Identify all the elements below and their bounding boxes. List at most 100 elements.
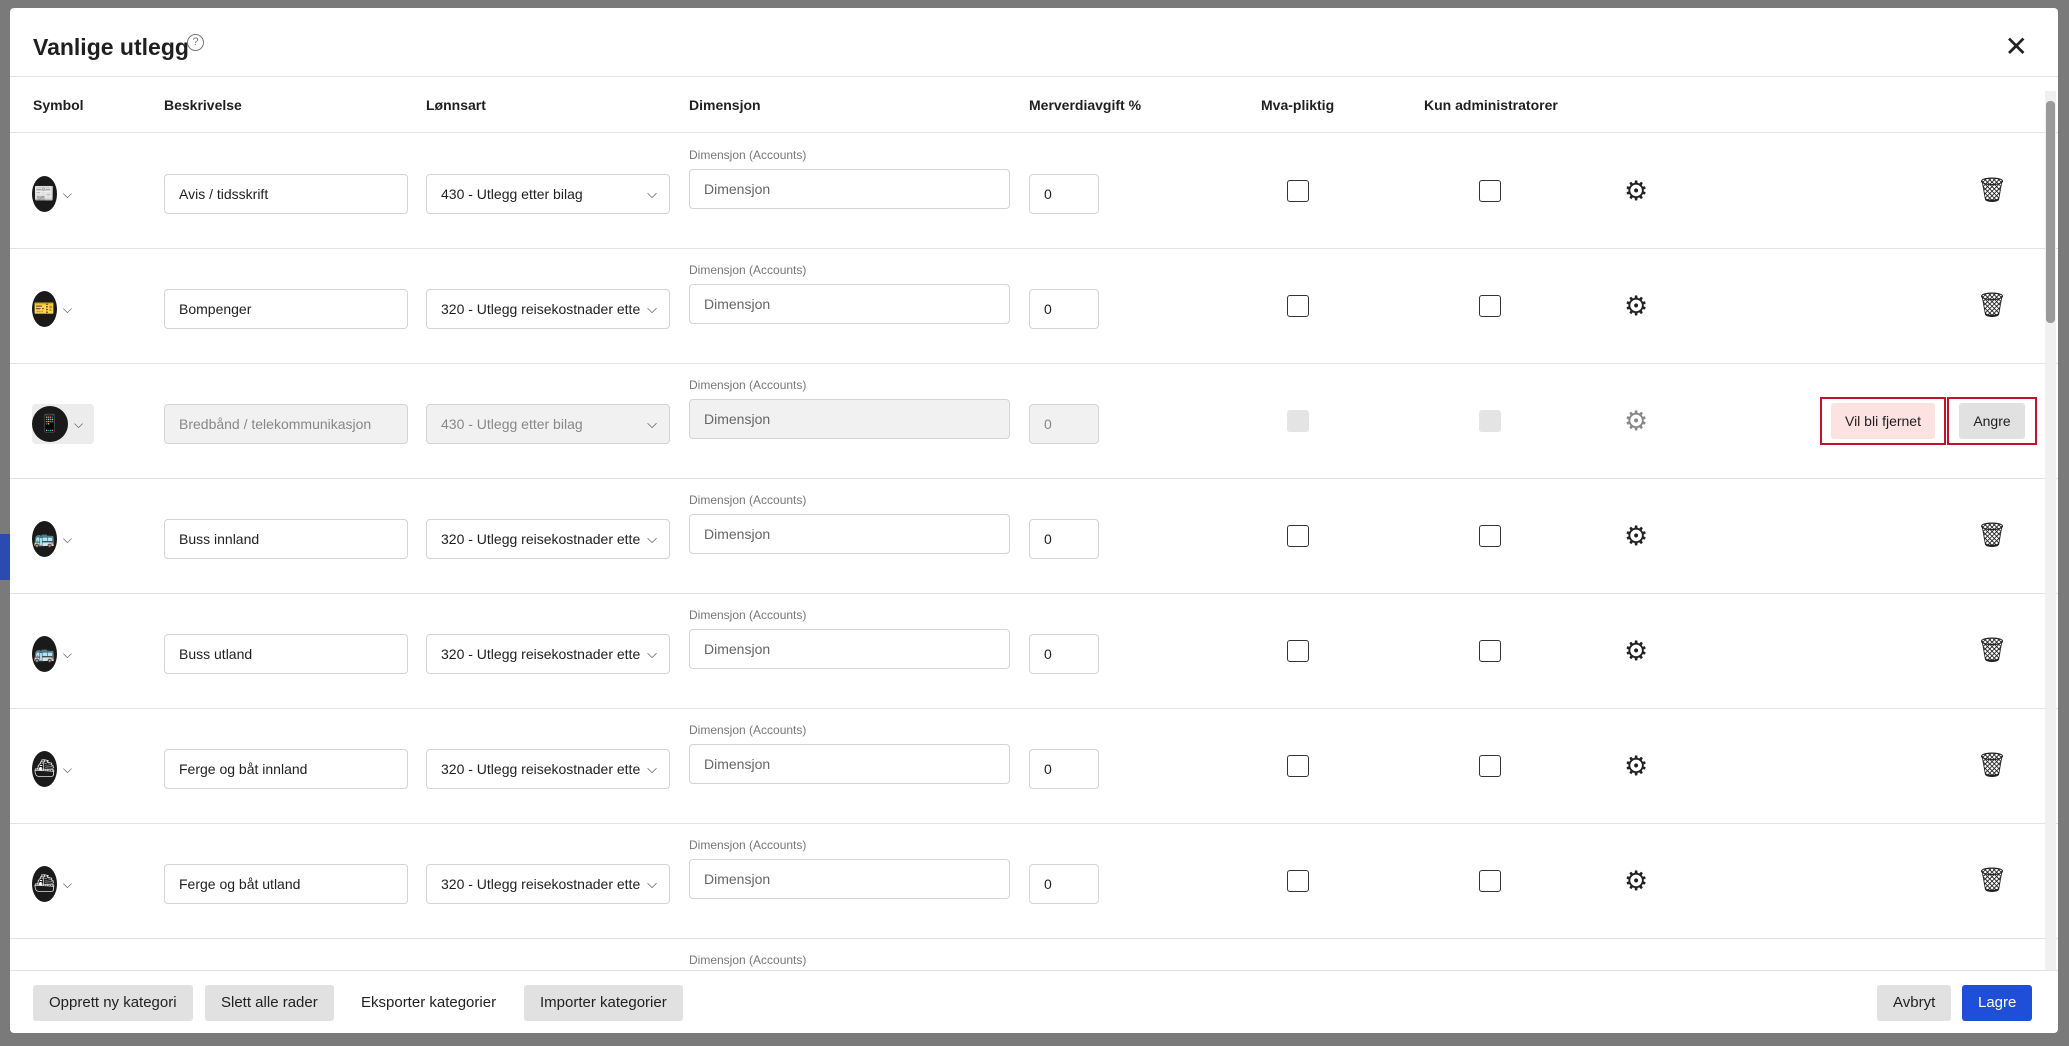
expense-row: 🚌 ⌵ Buss innland 320 - Utlegg reisekostna… — [10, 479, 2058, 594]
wage-type-select[interactable]: 320 - Utlegg reisekostnader ette ⌵ — [426, 289, 670, 329]
create-category-button[interactable]: Opprett ny kategori — [33, 985, 193, 1021]
admin-only-checkbox[interactable] — [1479, 870, 1501, 892]
description-input[interactable]: Bompenger — [164, 289, 408, 329]
trash-icon[interactable]: 🗑 — [1977, 522, 2008, 549]
symbol-picker[interactable]: 🎫 ⌵ — [32, 289, 72, 329]
gear-icon[interactable]: ⚙ — [1624, 176, 1649, 206]
description-input[interactable]: Buss innland — [164, 519, 408, 559]
wage-type-select[interactable]: 320 - Utlegg reisekostnader ette ⌵ — [426, 864, 670, 904]
close-icon[interactable]: ✕ — [2004, 31, 2028, 62]
gear-icon[interactable]: ⚙ — [1624, 751, 1649, 781]
undo-button[interactable]: Angre — [1959, 403, 2025, 439]
vat-liable-checkbox[interactable] — [1287, 640, 1309, 662]
vat-input[interactable]: 0 — [1029, 519, 1099, 559]
description-input[interactable]: Buss utland — [164, 634, 408, 674]
vat-input[interactable]: 0 — [1029, 749, 1099, 789]
admin-only-checkbox[interactable] — [1479, 755, 1501, 777]
vat-input[interactable]: 0 — [1029, 864, 1099, 904]
trash-icon[interactable]: 🗑 — [1977, 292, 2008, 319]
dimension-label: Dimensjon (Accounts) — [689, 953, 807, 967]
admin-only-checkbox[interactable] — [1479, 180, 1501, 202]
scrollbar-thumb[interactable] — [2046, 101, 2055, 323]
wage-type-select[interactable]: 320 - Utlegg reisekostnader ette ⌵ — [426, 749, 670, 789]
vat-input[interactable]: 0 — [1029, 404, 1099, 444]
expense-list: 📰 ⌵ Avis / tidsskrift 430 - Utlegg etter … — [10, 134, 2058, 971]
description-input[interactable]: Bredbånd / telekommunikasjon — [164, 404, 408, 444]
dialog-footer: Opprett ny kategori Slett alle rader Eks… — [10, 970, 2058, 1033]
dimension-input[interactable]: Dimensjon — [689, 859, 1010, 899]
delete-all-rows-button[interactable]: Slett alle rader — [205, 985, 334, 1021]
dimension-input[interactable]: Dimensjon — [689, 629, 1010, 669]
vat-liable-checkbox[interactable] — [1287, 870, 1309, 892]
vat-liable-checkbox[interactable] — [1287, 755, 1309, 777]
chevron-down-icon: ⌵ — [647, 646, 657, 661]
description-input[interactable]: Ferge og båt utland — [164, 864, 408, 904]
wage-type-select[interactable]: 430 - Utlegg etter bilag ⌵ — [426, 404, 670, 444]
bus-icon: 🚌 — [32, 521, 57, 557]
symbol-picker[interactable]: ⛴ ⌵ — [32, 864, 72, 904]
trash-icon[interactable]: 🗑 — [1977, 177, 2008, 204]
undo-wrapper: Angre — [1947, 397, 2037, 445]
gear-icon[interactable]: ⚙ — [1624, 406, 1649, 436]
expense-row: 📱 ⌵ Bredbånd / telekommunikasjon 430 - Ut… — [10, 364, 2058, 479]
save-button[interactable]: Lagre — [1962, 985, 2033, 1021]
chevron-down-icon: ⌵ — [647, 301, 657, 316]
vat-liable-checkbox[interactable] — [1287, 180, 1309, 202]
dimension-placeholder: Dimensjon — [704, 296, 771, 312]
expense-row: 🚌 ⌵ Buss utland 320 - Utlegg reisekostnad… — [10, 594, 2058, 709]
gear-icon[interactable]: ⚙ — [1624, 291, 1649, 321]
vat-input[interactable]: 0 — [1029, 174, 1099, 214]
chevron-down-icon: ⌵ — [62, 761, 72, 776]
symbol-picker[interactable]: 📱 ⌵ — [32, 404, 94, 444]
gear-icon[interactable]: ⚙ — [1624, 866, 1649, 896]
import-categories-button[interactable]: Importer kategorier — [524, 985, 683, 1021]
symbol-picker[interactable]: 🚌 ⌵ — [32, 634, 72, 674]
dimension-placeholder: Dimensjon — [704, 756, 771, 772]
gear-icon[interactable]: ⚙ — [1624, 636, 1649, 666]
description-input[interactable]: Ferge og båt innland — [164, 749, 408, 789]
col-dimension: Dimensjon — [689, 97, 761, 113]
dimension-placeholder: Dimensjon — [704, 526, 771, 542]
dimension-input[interactable]: Dimensjon — [689, 514, 1010, 554]
admin-only-checkbox[interactable] — [1479, 295, 1501, 317]
dialog-header: Vanlige utlegg ? ✕ — [10, 8, 2058, 77]
chevron-down-icon: ⌵ — [647, 531, 657, 546]
vat-liable-checkbox[interactable] — [1287, 295, 1309, 317]
scrollbar[interactable] — [2045, 91, 2056, 971]
trash-icon[interactable]: 🗑 — [1977, 637, 2008, 664]
vat-liable-checkbox[interactable] — [1287, 410, 1309, 432]
removal-status: Vil bli fjernet — [1820, 397, 1946, 445]
help-icon[interactable]: ? — [187, 34, 204, 51]
chevron-down-icon: ⌵ — [62, 876, 72, 891]
admin-only-checkbox[interactable] — [1479, 525, 1501, 547]
wage-type-value: 320 - Utlegg reisekostnader ette — [441, 876, 641, 892]
expense-row: ⛴ ⌵ Ferge og båt utland 320 - Utlegg reis… — [10, 824, 2058, 939]
wage-type-select[interactable]: 320 - Utlegg reisekostnader ette ⌵ — [426, 519, 670, 559]
dimension-input[interactable]: Dimensjon — [689, 284, 1010, 324]
dimension-input[interactable]: Dimensjon — [689, 169, 1010, 209]
export-categories-button[interactable]: Eksporter kategorier — [361, 994, 497, 1011]
vat-input[interactable]: 0 — [1029, 634, 1099, 674]
gear-icon[interactable]: ⚙ — [1624, 521, 1649, 551]
symbol-picker[interactable]: 🚌 ⌵ — [32, 519, 72, 559]
wage-type-value: 320 - Utlegg reisekostnader ette — [441, 531, 641, 547]
admin-only-checkbox[interactable] — [1479, 640, 1501, 662]
wage-type-value: 430 - Utlegg etter bilag — [441, 416, 583, 432]
dimension-label: Dimensjon (Accounts) — [689, 608, 807, 622]
admin-only-checkbox[interactable] — [1479, 410, 1501, 432]
expense-row: 📰 ⌵ Avis / tidsskrift 430 - Utlegg etter … — [10, 134, 2058, 249]
vat-input[interactable]: 0 — [1029, 289, 1099, 329]
cancel-button[interactable]: Avbryt — [1877, 985, 1952, 1021]
wage-type-select[interactable]: 430 - Utlegg etter bilag ⌵ — [426, 174, 670, 214]
description-input[interactable]: Avis / tidsskrift — [164, 174, 408, 214]
dimension-placeholder: Dimensjon — [704, 181, 771, 197]
trash-icon[interactable]: 🗑 — [1977, 867, 2008, 894]
wage-type-value: 320 - Utlegg reisekostnader ette — [441, 646, 641, 662]
dimension-input[interactable]: Dimensjon — [689, 744, 1010, 784]
symbol-picker[interactable]: 📰 ⌵ — [32, 174, 72, 214]
dimension-input[interactable]: Dimensjon — [689, 399, 1010, 439]
wage-type-select[interactable]: 320 - Utlegg reisekostnader ette ⌵ — [426, 634, 670, 674]
trash-icon[interactable]: 🗑 — [1977, 752, 2008, 779]
symbol-picker[interactable]: ⛴ ⌵ — [32, 749, 72, 789]
vat-liable-checkbox[interactable] — [1287, 525, 1309, 547]
